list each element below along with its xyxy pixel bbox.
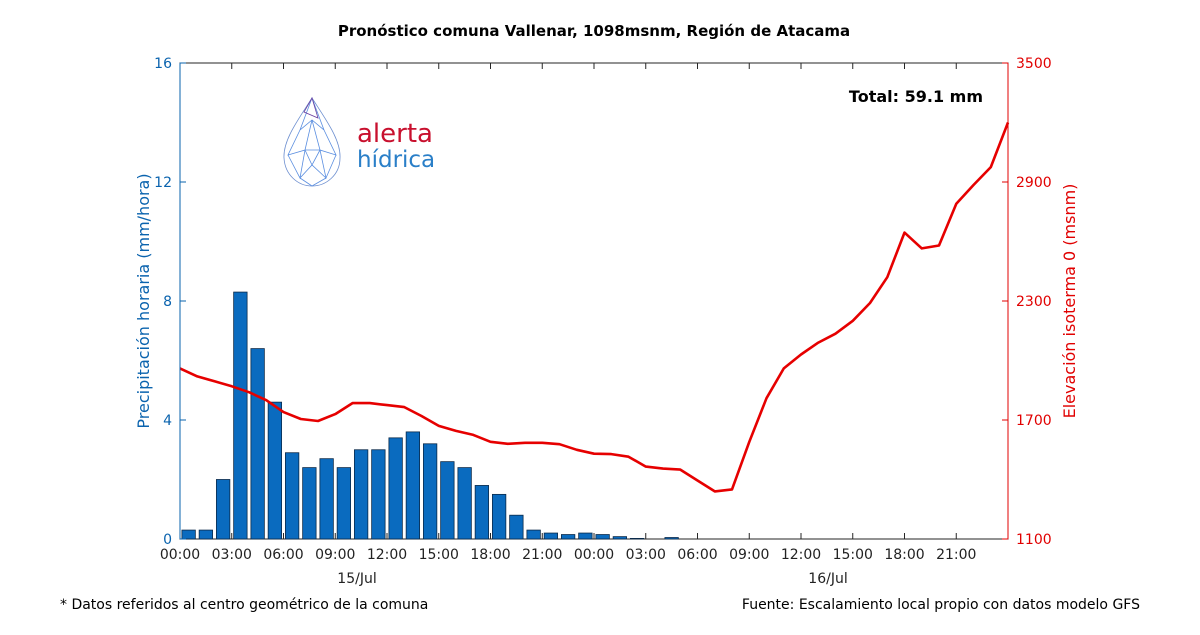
x-tick-label: 00:00 xyxy=(574,547,614,563)
y-right-tick-label: 1100 xyxy=(1016,532,1052,548)
precip-bar xyxy=(405,431,421,540)
x-tick-label: 18:00 xyxy=(884,547,924,563)
x-tick-label: 21:00 xyxy=(522,547,562,563)
x-tick-label: 09:00 xyxy=(315,547,355,563)
precip-bar xyxy=(474,485,490,540)
precip-bar xyxy=(509,514,524,540)
total-annotation: Total: 59.1 mm xyxy=(849,87,983,106)
precip-bar xyxy=(440,461,455,540)
x-tick-label: 03:00 xyxy=(626,547,666,563)
precip-bar xyxy=(543,532,559,540)
date-label-15jul: 15/Jul xyxy=(337,571,376,587)
precip-bar xyxy=(319,458,334,540)
precip-bar xyxy=(664,537,679,540)
x-tick-label: 00:00 xyxy=(160,547,200,563)
x-tick-label: 09:00 xyxy=(729,547,769,563)
logo-word-alerta: alerta xyxy=(357,119,433,149)
y-axis-left-ticks: 0 4 8 12 16 xyxy=(154,56,186,548)
y-axis-left-label: Precipitación horaria (mm/hora) xyxy=(134,173,153,428)
x-tick-label: 15:00 xyxy=(419,547,459,563)
precip-bar xyxy=(491,493,507,540)
precip-bar xyxy=(267,401,283,540)
y-left-tick-label: 12 xyxy=(154,175,172,191)
precip-bar xyxy=(181,529,196,540)
precip-bar xyxy=(215,479,231,540)
x-tick-label: 06:00 xyxy=(263,547,303,563)
precip-bar xyxy=(250,348,265,540)
precip-bar xyxy=(560,534,576,540)
precip-bar xyxy=(353,449,369,540)
x-tick-label: 15:00 xyxy=(833,547,873,563)
logo-word-hidrica: hídrica xyxy=(357,147,435,173)
x-tick-label: 21:00 xyxy=(936,547,976,563)
x-axis-ticks: 00:00 03:00 06:00 09:00 12:00 15:00 18:00 21:00… xyxy=(160,63,976,563)
isotherm-line xyxy=(179,122,1010,493)
y-left-tick-label: 16 xyxy=(154,56,172,72)
precip-bar xyxy=(526,529,541,540)
precip-bar xyxy=(388,437,403,540)
precip-bar xyxy=(612,536,628,540)
precip-bar xyxy=(457,467,472,540)
precip-bar xyxy=(284,452,300,540)
precip-bar xyxy=(578,532,593,540)
date-label-16jul: 16/Jul xyxy=(808,571,847,587)
y-axis-right-label: Elevación isoterma 0 (msnm) xyxy=(1060,184,1079,419)
x-tick-label: 18:00 xyxy=(470,547,510,563)
y-right-tick-label: 2900 xyxy=(1016,175,1052,191)
y-left-tick-label: 0 xyxy=(163,532,172,548)
precip-bar xyxy=(336,467,352,540)
precip-bar xyxy=(629,538,645,540)
x-tick-label: 03:00 xyxy=(212,547,252,563)
y-right-tick-label: 3500 xyxy=(1016,56,1052,72)
footer-note: * Datos referidos al centro geométrico d… xyxy=(60,597,428,613)
precip-bar xyxy=(371,449,386,540)
precip-bar xyxy=(233,291,248,540)
precip-bar xyxy=(595,534,610,540)
x-tick-label: 06:00 xyxy=(677,547,717,563)
water-drop-icon xyxy=(283,96,341,187)
precip-bar xyxy=(422,443,438,540)
precip-bar xyxy=(198,529,214,540)
x-tick-label: 12:00 xyxy=(781,547,821,563)
footer-source: Fuente: Escalamiento local propio con da… xyxy=(742,597,1140,613)
x-tick-label: 12:00 xyxy=(367,547,407,563)
y-right-tick-label: 2300 xyxy=(1016,294,1052,310)
y-left-tick-label: 4 xyxy=(163,413,172,429)
y-right-tick-label: 1700 xyxy=(1016,413,1052,429)
precipitation-bars xyxy=(181,291,679,540)
chart-title: Pronóstico comuna Vallenar, 1098msnm, Re… xyxy=(338,22,850,40)
y-axis-right-ticks: 1100 1700 2300 2900 3500 xyxy=(1002,56,1052,548)
y-left-tick-label: 8 xyxy=(163,294,172,310)
alerta-hidrica-logo: alerta hídrica xyxy=(283,96,435,187)
precip-bar xyxy=(302,467,317,540)
